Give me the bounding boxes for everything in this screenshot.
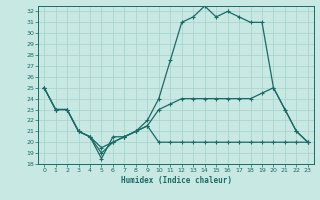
X-axis label: Humidex (Indice chaleur): Humidex (Indice chaleur) bbox=[121, 176, 231, 185]
